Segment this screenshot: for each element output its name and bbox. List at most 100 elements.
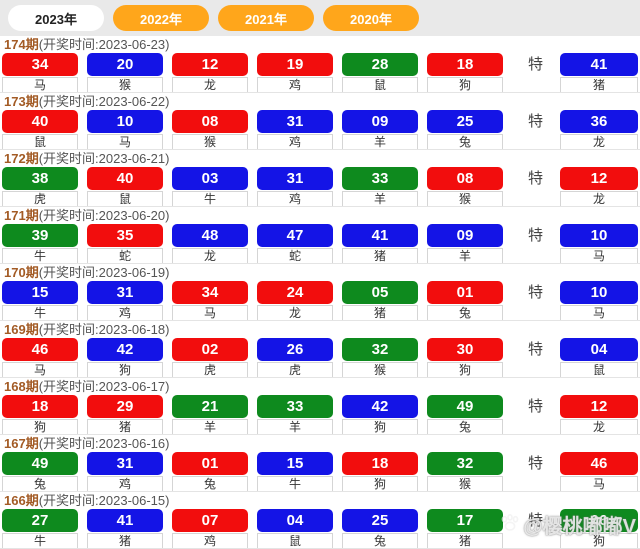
- special-number-cell: 10 马: [560, 224, 638, 263]
- zodiac-label: 猴: [342, 362, 418, 377]
- zodiac-label: 猪: [87, 419, 163, 434]
- zodiac-label: 猴: [87, 77, 163, 92]
- zodiac-label: 鸡: [257, 191, 333, 206]
- ball-blue: 26: [257, 338, 333, 361]
- ball-red: 34: [2, 53, 78, 76]
- number-cell: 02 虎: [172, 338, 248, 377]
- draw-header: 170期(开奖时间:2023-06-19): [0, 265, 640, 280]
- number-cell: 10 马: [87, 110, 163, 149]
- zodiac-label: 牛: [172, 191, 248, 206]
- zodiac-label: 狗: [87, 362, 163, 377]
- zodiac-label: 马: [172, 305, 248, 320]
- zodiac-label: 虎: [172, 362, 248, 377]
- draw-time: (开奖时间:2023-06-16): [38, 436, 170, 451]
- ball-red: 18: [427, 53, 503, 76]
- number-cell: 39 牛: [2, 224, 78, 263]
- number-cell: 25 兔: [427, 110, 503, 149]
- issue-number: 169期: [4, 322, 39, 337]
- zodiac-label: 蛇: [257, 248, 333, 263]
- ball-red: 29: [87, 395, 163, 418]
- number-cell: 30 狗: [427, 338, 503, 377]
- zodiac-label: 猪: [427, 533, 503, 548]
- number-cell: 20 猴: [87, 53, 163, 92]
- draw-header: 167期(开奖时间:2023-06-16): [0, 436, 640, 451]
- tab-year-2023[interactable]: 2023年: [8, 5, 104, 31]
- issue-number: 172期: [4, 151, 39, 166]
- zodiac-label: 牛: [2, 248, 78, 263]
- draw-block: 174期(开奖时间:2023-06-23) 34 马 20 猴 12 龙 19 鸡 28 鼠 18 狗特…: [0, 36, 640, 93]
- balls-row: 18 狗 29 猪 21 羊 33 羊 42 狗 49 兔特 12 龙: [0, 394, 640, 434]
- number-cell: 29 猪: [87, 395, 163, 434]
- issue-number: 170期: [4, 265, 39, 280]
- ball-blue: 41: [342, 224, 418, 247]
- zodiac-label: 鸡: [87, 305, 163, 320]
- zodiac-label: 鼠: [560, 362, 638, 377]
- number-cell: 40 鼠: [87, 167, 163, 206]
- ball-red: 18: [342, 452, 418, 475]
- ball-red: 08: [427, 167, 503, 190]
- tab-year-2020[interactable]: 2020年: [323, 5, 419, 31]
- ball-red: 01: [172, 452, 248, 475]
- number-cell: 17 猪: [427, 509, 503, 548]
- zodiac-label: 猪: [560, 77, 638, 92]
- zodiac-label: 兔: [342, 533, 418, 548]
- ball-red: 46: [560, 452, 638, 475]
- zodiac-label: 狗: [427, 77, 503, 92]
- issue-number: 171期: [4, 208, 39, 223]
- zodiac-label: 鸡: [87, 476, 163, 491]
- draw-time: (开奖时间:2023-06-18): [38, 322, 170, 337]
- zodiac-label: 猴: [172, 134, 248, 149]
- issue-number: 173期: [4, 94, 39, 109]
- zodiac-label: 鸡: [257, 134, 333, 149]
- ball-red: 40: [2, 110, 78, 133]
- tab-year-2022[interactable]: 2022年: [113, 5, 209, 31]
- balls-row: 38 虎 40 鼠 03 牛 31 鸡 33 羊 08 猴特 12 龙: [0, 166, 640, 206]
- zodiac-label: 马: [2, 362, 78, 377]
- number-cell: 40 鼠: [2, 110, 78, 149]
- ball-green: 32: [342, 338, 418, 361]
- number-cell: 41 猪: [342, 224, 418, 263]
- ball-green: 27: [2, 509, 78, 532]
- draw-header: 173期(开奖时间:2023-06-22): [0, 94, 640, 109]
- ball-red: 12: [560, 395, 638, 418]
- zodiac-label: 兔: [427, 134, 503, 149]
- ball-blue: 42: [342, 395, 418, 418]
- number-cell: 07 鸡: [172, 509, 248, 548]
- number-cell: 31 鸡: [87, 452, 163, 491]
- number-cell: 38 虎: [2, 167, 78, 206]
- number-cell: 19 鸡: [257, 53, 333, 92]
- number-cell: 01 兔: [172, 452, 248, 491]
- issue-number: 166期: [4, 493, 39, 508]
- number-cell: 34 马: [2, 53, 78, 92]
- zodiac-label: 龙: [560, 134, 638, 149]
- draw-header: 166期(开奖时间:2023-06-15): [0, 493, 640, 508]
- ball-red: 19: [257, 53, 333, 76]
- zodiac-label: 兔: [2, 476, 78, 491]
- tab-year-2021[interactable]: 2021年: [218, 5, 314, 31]
- number-cell: 04 鼠: [257, 509, 333, 548]
- ball-blue: 04: [257, 509, 333, 532]
- zodiac-label: 兔: [427, 305, 503, 320]
- zodiac-label: 狗: [342, 476, 418, 491]
- number-cell: 05 猪: [342, 281, 418, 320]
- draw-block: 171期(开奖时间:2023-06-20) 39 牛 35 蛇 48 龙 47 蛇 41 猪 09 羊特…: [0, 207, 640, 264]
- special-number-cell: 12 龙: [560, 167, 638, 206]
- ball-blue: 10: [560, 281, 638, 304]
- ball-blue: 31: [87, 281, 163, 304]
- number-cell: 32 猴: [427, 452, 503, 491]
- zodiac-label: 牛: [2, 305, 78, 320]
- ball-red: 01: [427, 281, 503, 304]
- zodiac-label: 狗: [342, 419, 418, 434]
- number-cell: 47 蛇: [257, 224, 333, 263]
- ball-red: 08: [172, 110, 248, 133]
- ball-blue: 41: [560, 53, 638, 76]
- zodiac-label: 牛: [2, 533, 78, 548]
- zodiac-label: 龙: [172, 248, 248, 263]
- zodiac-label: 兔: [427, 419, 503, 434]
- draw-time: (开奖时间:2023-06-22): [38, 94, 170, 109]
- ball-green: 38: [2, 167, 78, 190]
- zodiac-label: 龙: [560, 419, 638, 434]
- number-cell: 21 羊: [172, 395, 248, 434]
- draw-block: 173期(开奖时间:2023-06-22) 40 鼠 10 马 08 猴 31 鸡 09 羊 25 兔特…: [0, 93, 640, 150]
- draw-time: (开奖时间:2023-06-15): [38, 493, 170, 508]
